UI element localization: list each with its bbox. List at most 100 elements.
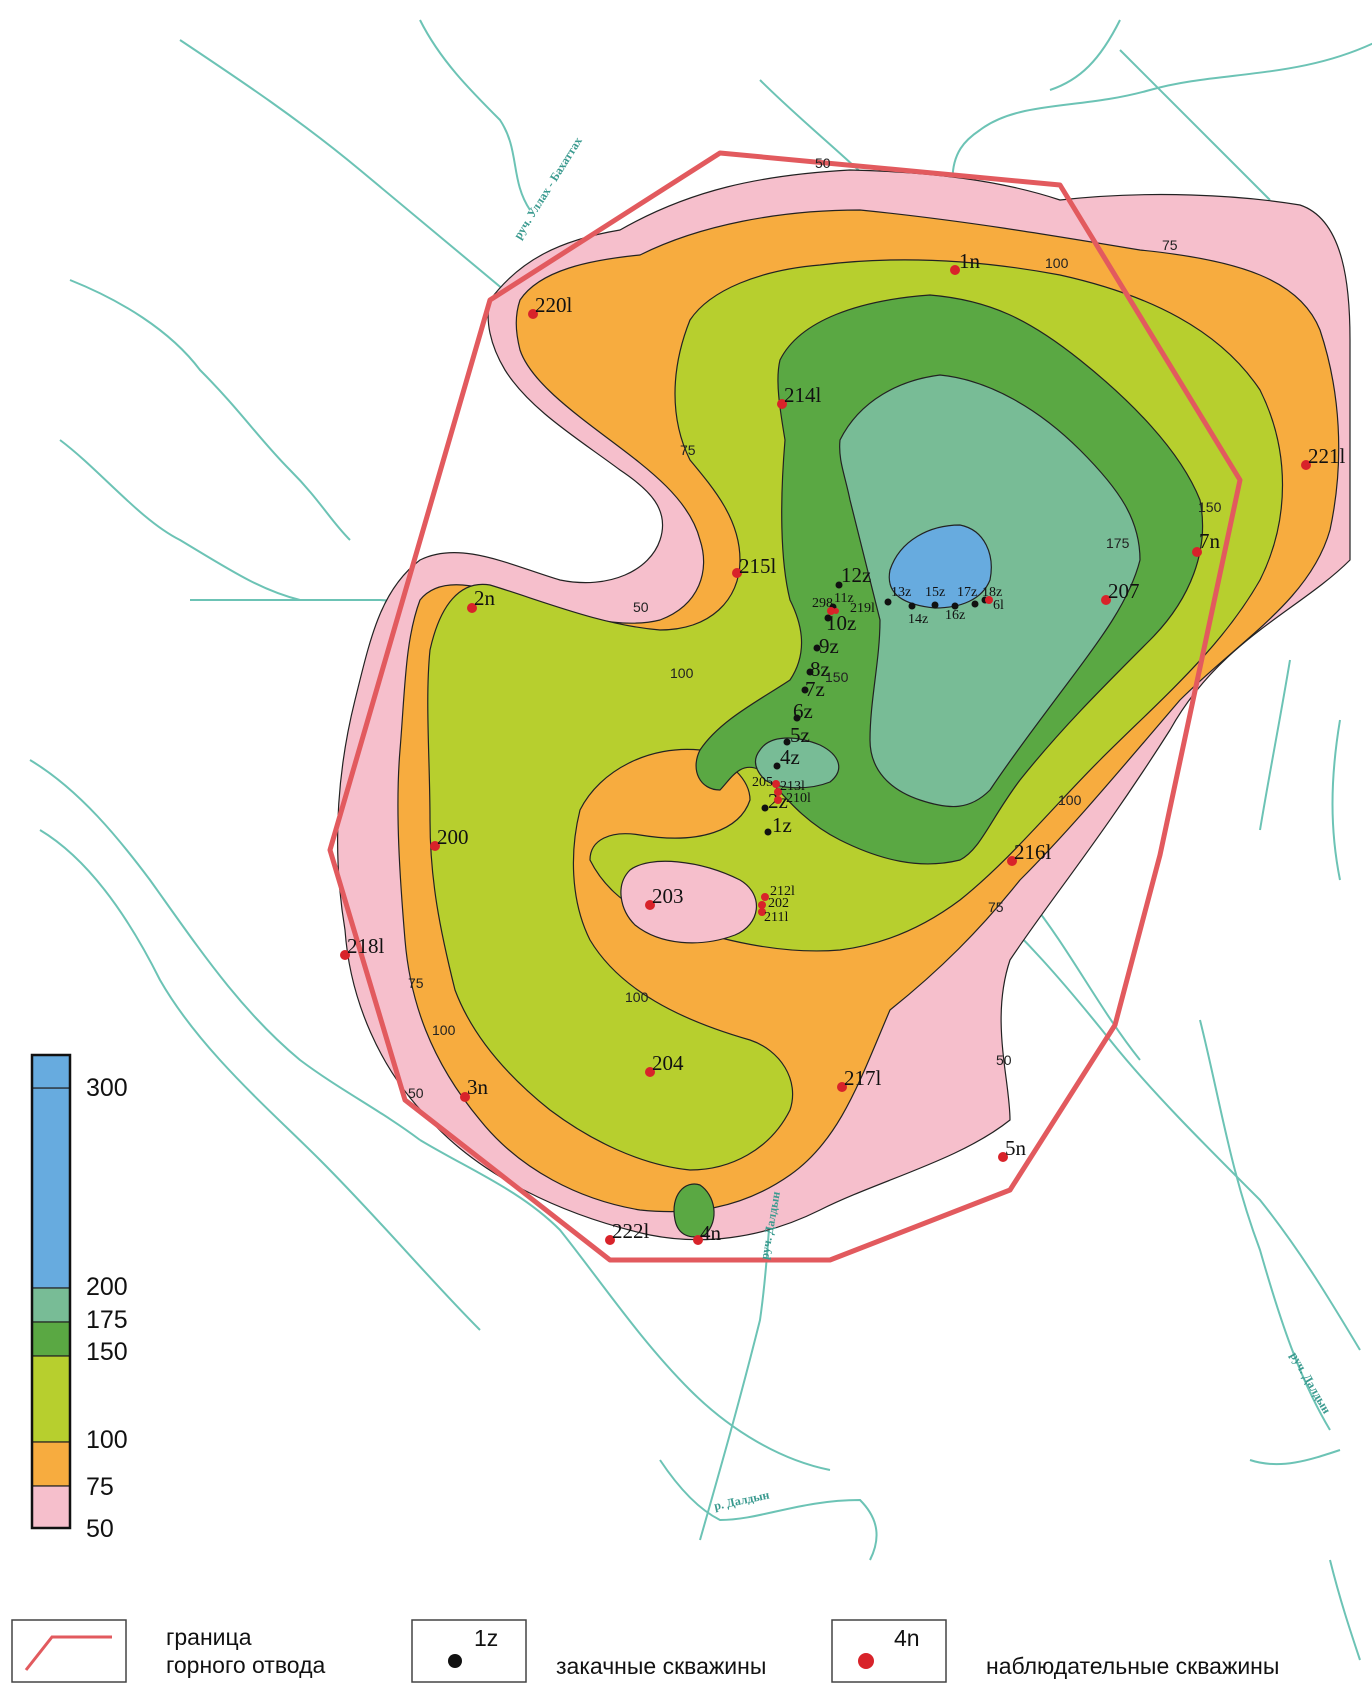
observation-well[interactable] <box>645 1067 655 1077</box>
injection-well[interactable] <box>793 714 801 722</box>
observation-well[interactable] <box>950 265 960 275</box>
well-label: 204 <box>652 1051 684 1075</box>
color-scale: 300 200 175 150 100 75 50 <box>30 1053 128 1543</box>
scale-band-200-300 <box>31 1087 71 1289</box>
injection-well[interactable] <box>951 602 959 610</box>
observation-well[interactable] <box>430 841 440 851</box>
river-label: руч. Далдын <box>1287 1350 1334 1417</box>
injection-well[interactable] <box>931 601 939 609</box>
observation-well[interactable] <box>758 908 766 916</box>
well-label: 205 <box>752 775 773 790</box>
injection-wells: 1z 2z 4z 5z 6z 7z 8z 9z 10z 11z 12z 13z … <box>761 563 1002 837</box>
scale-band-50-75 <box>31 1485 71 1529</box>
contour-label: 175 <box>1106 535 1130 551</box>
observation-well[interactable] <box>827 607 835 615</box>
scale-band-75-100 <box>31 1441 71 1487</box>
observation-well[interactable] <box>528 309 538 319</box>
contour-label: 150 <box>825 669 849 685</box>
observation-well[interactable] <box>1101 595 1111 605</box>
observation-well[interactable] <box>774 796 782 804</box>
legend-boundary-line <box>24 1635 112 1671</box>
observation-well[interactable] <box>605 1235 615 1245</box>
observation-well[interactable] <box>1192 547 1202 557</box>
observation-well[interactable] <box>998 1152 1008 1162</box>
injection-well[interactable] <box>908 602 916 610</box>
contour-label: 100 <box>625 989 649 1005</box>
well-label: 3n <box>467 1075 489 1099</box>
observation-well[interactable] <box>985 596 993 604</box>
well-label: 7z <box>805 677 825 701</box>
scale-tick-label: 175 <box>86 1306 128 1334</box>
observation-well[interactable] <box>1007 856 1017 866</box>
legend-observation-sample: 4n <box>894 1625 920 1651</box>
well-label: 6l <box>993 598 1004 613</box>
well-label: 18z <box>982 585 1002 600</box>
observation-well[interactable] <box>761 893 769 901</box>
injection-well[interactable] <box>764 828 772 836</box>
observation-well[interactable] <box>460 1092 470 1102</box>
injection-well[interactable] <box>761 804 769 812</box>
observation-well[interactable] <box>833 608 839 614</box>
injection-well[interactable] <box>884 598 892 606</box>
contour-label: 75 <box>1162 237 1178 253</box>
injection-well[interactable] <box>801 686 809 694</box>
well-label: 4z <box>780 745 800 769</box>
well-label: 13z <box>891 585 911 600</box>
well-label: 216l <box>1014 840 1052 864</box>
observation-well[interactable] <box>732 568 742 578</box>
contour-label: 50 <box>996 1052 1012 1068</box>
observation-well[interactable] <box>772 780 780 788</box>
well-label: 16z <box>945 608 965 623</box>
band-150-island-south <box>673 1183 715 1238</box>
injection-well[interactable] <box>806 668 814 676</box>
injection-well[interactable] <box>835 581 843 589</box>
observation-well[interactable] <box>1301 460 1311 470</box>
legend-boundary-label: горного отвода <box>166 1652 326 1678</box>
well-label: 15z <box>925 585 945 600</box>
contour-label: 100 <box>1045 255 1069 271</box>
well-label: 298 <box>812 596 833 611</box>
observation-well[interactable] <box>777 399 787 409</box>
band-50-island-203 <box>620 860 757 944</box>
observation-wells: 1n 2n 3n 4n 5n 7n 200 203 204 207 214l 2… <box>340 249 1346 1245</box>
scale-band-100-150 <box>31 1355 71 1443</box>
injection-well[interactable] <box>824 614 832 622</box>
observation-well[interactable] <box>467 603 477 613</box>
contour-label: 50 <box>408 1085 424 1101</box>
legend-injection-sample: 1z <box>474 1625 498 1651</box>
observation-well[interactable] <box>774 788 782 796</box>
injection-well[interactable] <box>971 600 979 608</box>
well-label: 1n <box>959 249 981 273</box>
well-label: 214l <box>784 383 822 407</box>
river-label: р. Далдын <box>713 1488 771 1513</box>
legend-injection-dot <box>448 1654 462 1668</box>
well-label: 221l <box>1308 444 1346 468</box>
observation-well[interactable] <box>758 901 766 909</box>
scale-tick-label: 150 <box>86 1338 128 1366</box>
observation-well[interactable] <box>693 1235 703 1245</box>
river-label: руч. Уллах - Бахаттах <box>511 134 585 241</box>
scale-band-300-top <box>31 1054 71 1089</box>
contour-label: 150 <box>1198 499 1222 515</box>
well-label: 4n <box>700 1221 722 1245</box>
legend-injection-label: закачные скважины <box>556 1653 766 1679</box>
scale-tick-label: 200 <box>86 1273 128 1301</box>
well-label: 211l <box>764 910 788 925</box>
scale-band-175-200 <box>31 1287 71 1323</box>
observation-well[interactable] <box>645 900 655 910</box>
injection-well[interactable] <box>813 644 821 652</box>
legend: граница горного отвода 1z закачные скваж… <box>11 1619 1279 1683</box>
well-label: 7n <box>1199 529 1221 553</box>
scale-band-150-175 <box>31 1321 71 1357</box>
contour-bands <box>337 169 1351 1241</box>
observation-well[interactable] <box>340 950 350 960</box>
observation-well[interactable] <box>837 1082 847 1092</box>
scale-tick-label: 300 <box>86 1074 128 1102</box>
injection-well[interactable] <box>773 762 781 770</box>
injection-well[interactable] <box>783 738 791 746</box>
well-label: 220l <box>535 293 573 317</box>
well-label: 2n <box>474 586 496 610</box>
well-label: 207 <box>1108 579 1140 603</box>
well-label: 218l <box>347 934 385 958</box>
scale-frame <box>30 1053 72 1530</box>
